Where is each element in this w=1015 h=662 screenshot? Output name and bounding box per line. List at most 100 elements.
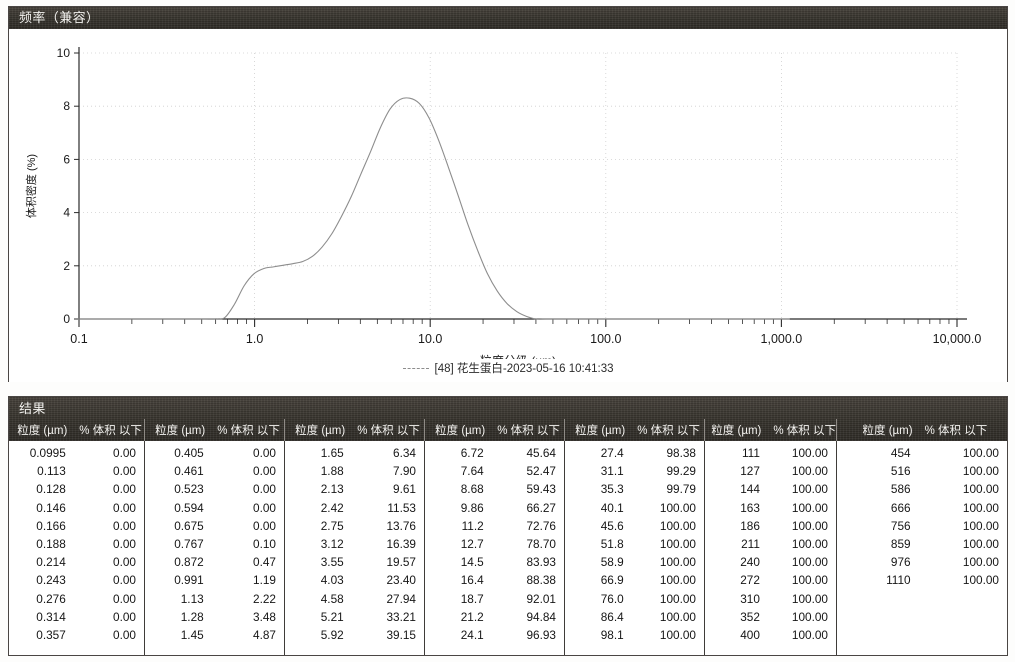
cell-volume-percent: 100.00 — [962, 573, 999, 588]
cell-volume-percent: 100.00 — [962, 500, 999, 515]
frequency-graph-panel: 频率（兼容） 0 2 4 6 8 10 0.1 1.0 10.0 100.0 1,000.0 10,0… — [8, 6, 1008, 382]
cell-volume-percent: 78.70 — [526, 536, 556, 551]
cell-particle-size: 2.13 — [320, 482, 344, 497]
cell-particle-size: 12.7 — [460, 536, 484, 551]
cell-particle-size: 272 — [740, 573, 760, 588]
cell-particle-size: 0.357 — [36, 627, 66, 642]
cell-particle-size: 86.4 — [600, 609, 624, 624]
table-row: 4.03 23.40 — [285, 571, 424, 589]
cell-volume-percent: 100.00 — [962, 464, 999, 479]
table-row: 0.128 0.00 — [9, 480, 144, 498]
table-row: 0.0995 0.00 — [9, 444, 144, 462]
table-row: 400 100.00 — [705, 626, 836, 644]
table-row: 58.9 100.00 — [565, 553, 704, 571]
table-row: 454 100.00 — [837, 444, 1007, 462]
cell-particle-size: 27.4 — [600, 446, 624, 460]
cell-volume-percent: 100.00 — [659, 573, 696, 588]
cell-particle-size: 40.1 — [600, 500, 624, 515]
results-panel-title: 结果 — [19, 401, 46, 416]
graph-panel-title: 频率（兼容） — [19, 10, 100, 25]
cell-particle-size: 16.4 — [460, 573, 484, 588]
cell-volume-percent: 52.47 — [526, 464, 556, 479]
cell-particle-size: 0.276 — [36, 591, 66, 606]
cell-volume-percent: 100.00 — [791, 609, 828, 624]
cell-particle-size: 859 — [890, 536, 911, 551]
table-row: 6.72 45.64 — [425, 444, 564, 462]
results-column-group: 0.405 0.00 0.461 0.00 0.523 0.00 0.594 0.00 0.67… — [145, 441, 285, 655]
table-row: 1.13 2.22 — [145, 590, 284, 608]
table-row: 86.4 100.00 — [565, 608, 704, 626]
cell-volume-percent: 100.00 — [659, 536, 696, 551]
table-row: 0.594 0.00 — [145, 499, 284, 517]
cell-volume-percent: 100.00 — [791, 555, 828, 570]
table-row: 18.7 92.01 — [425, 590, 564, 608]
table-row: 240 100.00 — [705, 553, 836, 571]
cell-volume-percent: 1.19 — [253, 573, 276, 588]
cell-volume-percent: 59.43 — [526, 482, 556, 497]
cell-volume-percent: 0.47 — [253, 555, 276, 570]
cell-volume-percent: 100.00 — [791, 464, 828, 479]
cell-particle-size: 127 — [740, 464, 760, 479]
cell-volume-percent: 0.00 — [113, 627, 136, 642]
cell-particle-size: 666 — [890, 500, 911, 515]
table-row: 1.28 3.48 — [145, 608, 284, 626]
table-row: 0.461 0.00 — [145, 462, 284, 480]
cell-particle-size: 76.0 — [600, 591, 624, 606]
cell-volume-percent: 33.21 — [386, 609, 416, 624]
table-row: 16.4 88.38 — [425, 571, 564, 589]
cell-particle-size: 0.0995 — [29, 446, 66, 460]
cell-volume-percent: 9.61 — [393, 482, 416, 497]
cell-volume-percent: 0.00 — [253, 482, 276, 497]
cell-volume-percent: 0.00 — [113, 536, 136, 551]
cell-volume-percent: 100.00 — [962, 555, 999, 570]
table-row: 111 100.00 — [705, 444, 836, 462]
cell-volume-percent: 6.34 — [393, 446, 416, 460]
table-row: 0.767 0.10 — [145, 535, 284, 553]
cell-volume-percent: 4.87 — [253, 627, 276, 642]
cell-volume-percent: 7.90 — [393, 464, 416, 479]
results-table-body: 0.0995 0.00 0.113 0.00 0.128 0.00 0.146 0.00 0.1… — [9, 441, 1007, 655]
cell-volume-percent: 3.48 — [253, 609, 276, 624]
x-axis-tick-label: 1.0 — [246, 332, 263, 346]
cell-volume-percent: 92.01 — [526, 591, 556, 606]
table-row: 0.675 0.00 — [145, 517, 284, 535]
cell-volume-percent: 100.00 — [791, 627, 828, 642]
table-row: 35.3 99.79 — [565, 480, 704, 498]
table-row: 310 100.00 — [705, 590, 836, 608]
table-row: 45.6 100.00 — [565, 517, 704, 535]
cell-volume-percent: 100.00 — [791, 573, 828, 588]
table-row: 14.5 83.93 — [425, 553, 564, 571]
cell-volume-percent: 0.00 — [113, 609, 136, 624]
cell-volume-percent: 13.76 — [386, 518, 416, 533]
table-row: 0.991 1.19 — [145, 571, 284, 589]
cell-particle-size: 31.1 — [600, 464, 624, 479]
results-column-group: 0.0995 0.00 0.113 0.00 0.128 0.00 0.146 0.00 0.1… — [9, 441, 145, 655]
cell-volume-percent: 0.00 — [113, 573, 136, 588]
cell-particle-size: 21.2 — [460, 609, 484, 624]
table-row: 98.1 100.00 — [565, 626, 704, 644]
cell-particle-size: 6.72 — [460, 446, 484, 460]
cell-particle-size: 3.55 — [320, 555, 344, 570]
cell-particle-size: 976 — [890, 555, 911, 570]
distribution-chart: 0 2 4 6 8 10 0.1 1.0 10.0 100.0 1,000.0 10,000.0 粒度分… — [24, 46, 981, 359]
cell-volume-percent: 100.00 — [791, 482, 828, 497]
table-row: 76.0 100.00 — [565, 590, 704, 608]
cell-particle-size: 2.42 — [320, 500, 344, 515]
cell-particle-size: 1110 — [886, 573, 911, 588]
table-row: 12.7 78.70 — [425, 535, 564, 553]
table-row: 272 100.00 — [705, 571, 836, 589]
results-column-group: 6.72 45.64 7.64 52.47 8.68 59.43 9.86 66.27 11.2… — [425, 441, 565, 655]
cell-volume-percent: 11.53 — [387, 500, 416, 515]
cell-volume-percent: 16.39 — [386, 536, 416, 551]
cell-particle-size: 0.767 — [174, 536, 204, 551]
cell-volume-percent: 99.29 — [666, 464, 696, 479]
x-axis-tick-label: 1,000.0 — [761, 332, 803, 346]
table-row: 144 100.00 — [705, 480, 836, 498]
cell-volume-percent: 0.00 — [113, 482, 136, 497]
cell-particle-size: 5.21 — [320, 609, 344, 624]
cell-volume-percent: 0.10 — [253, 536, 276, 551]
y-axis-tick-label: 8 — [63, 99, 70, 113]
table-row: 2.75 13.76 — [285, 517, 424, 535]
cell-particle-size: 400 — [740, 627, 760, 642]
